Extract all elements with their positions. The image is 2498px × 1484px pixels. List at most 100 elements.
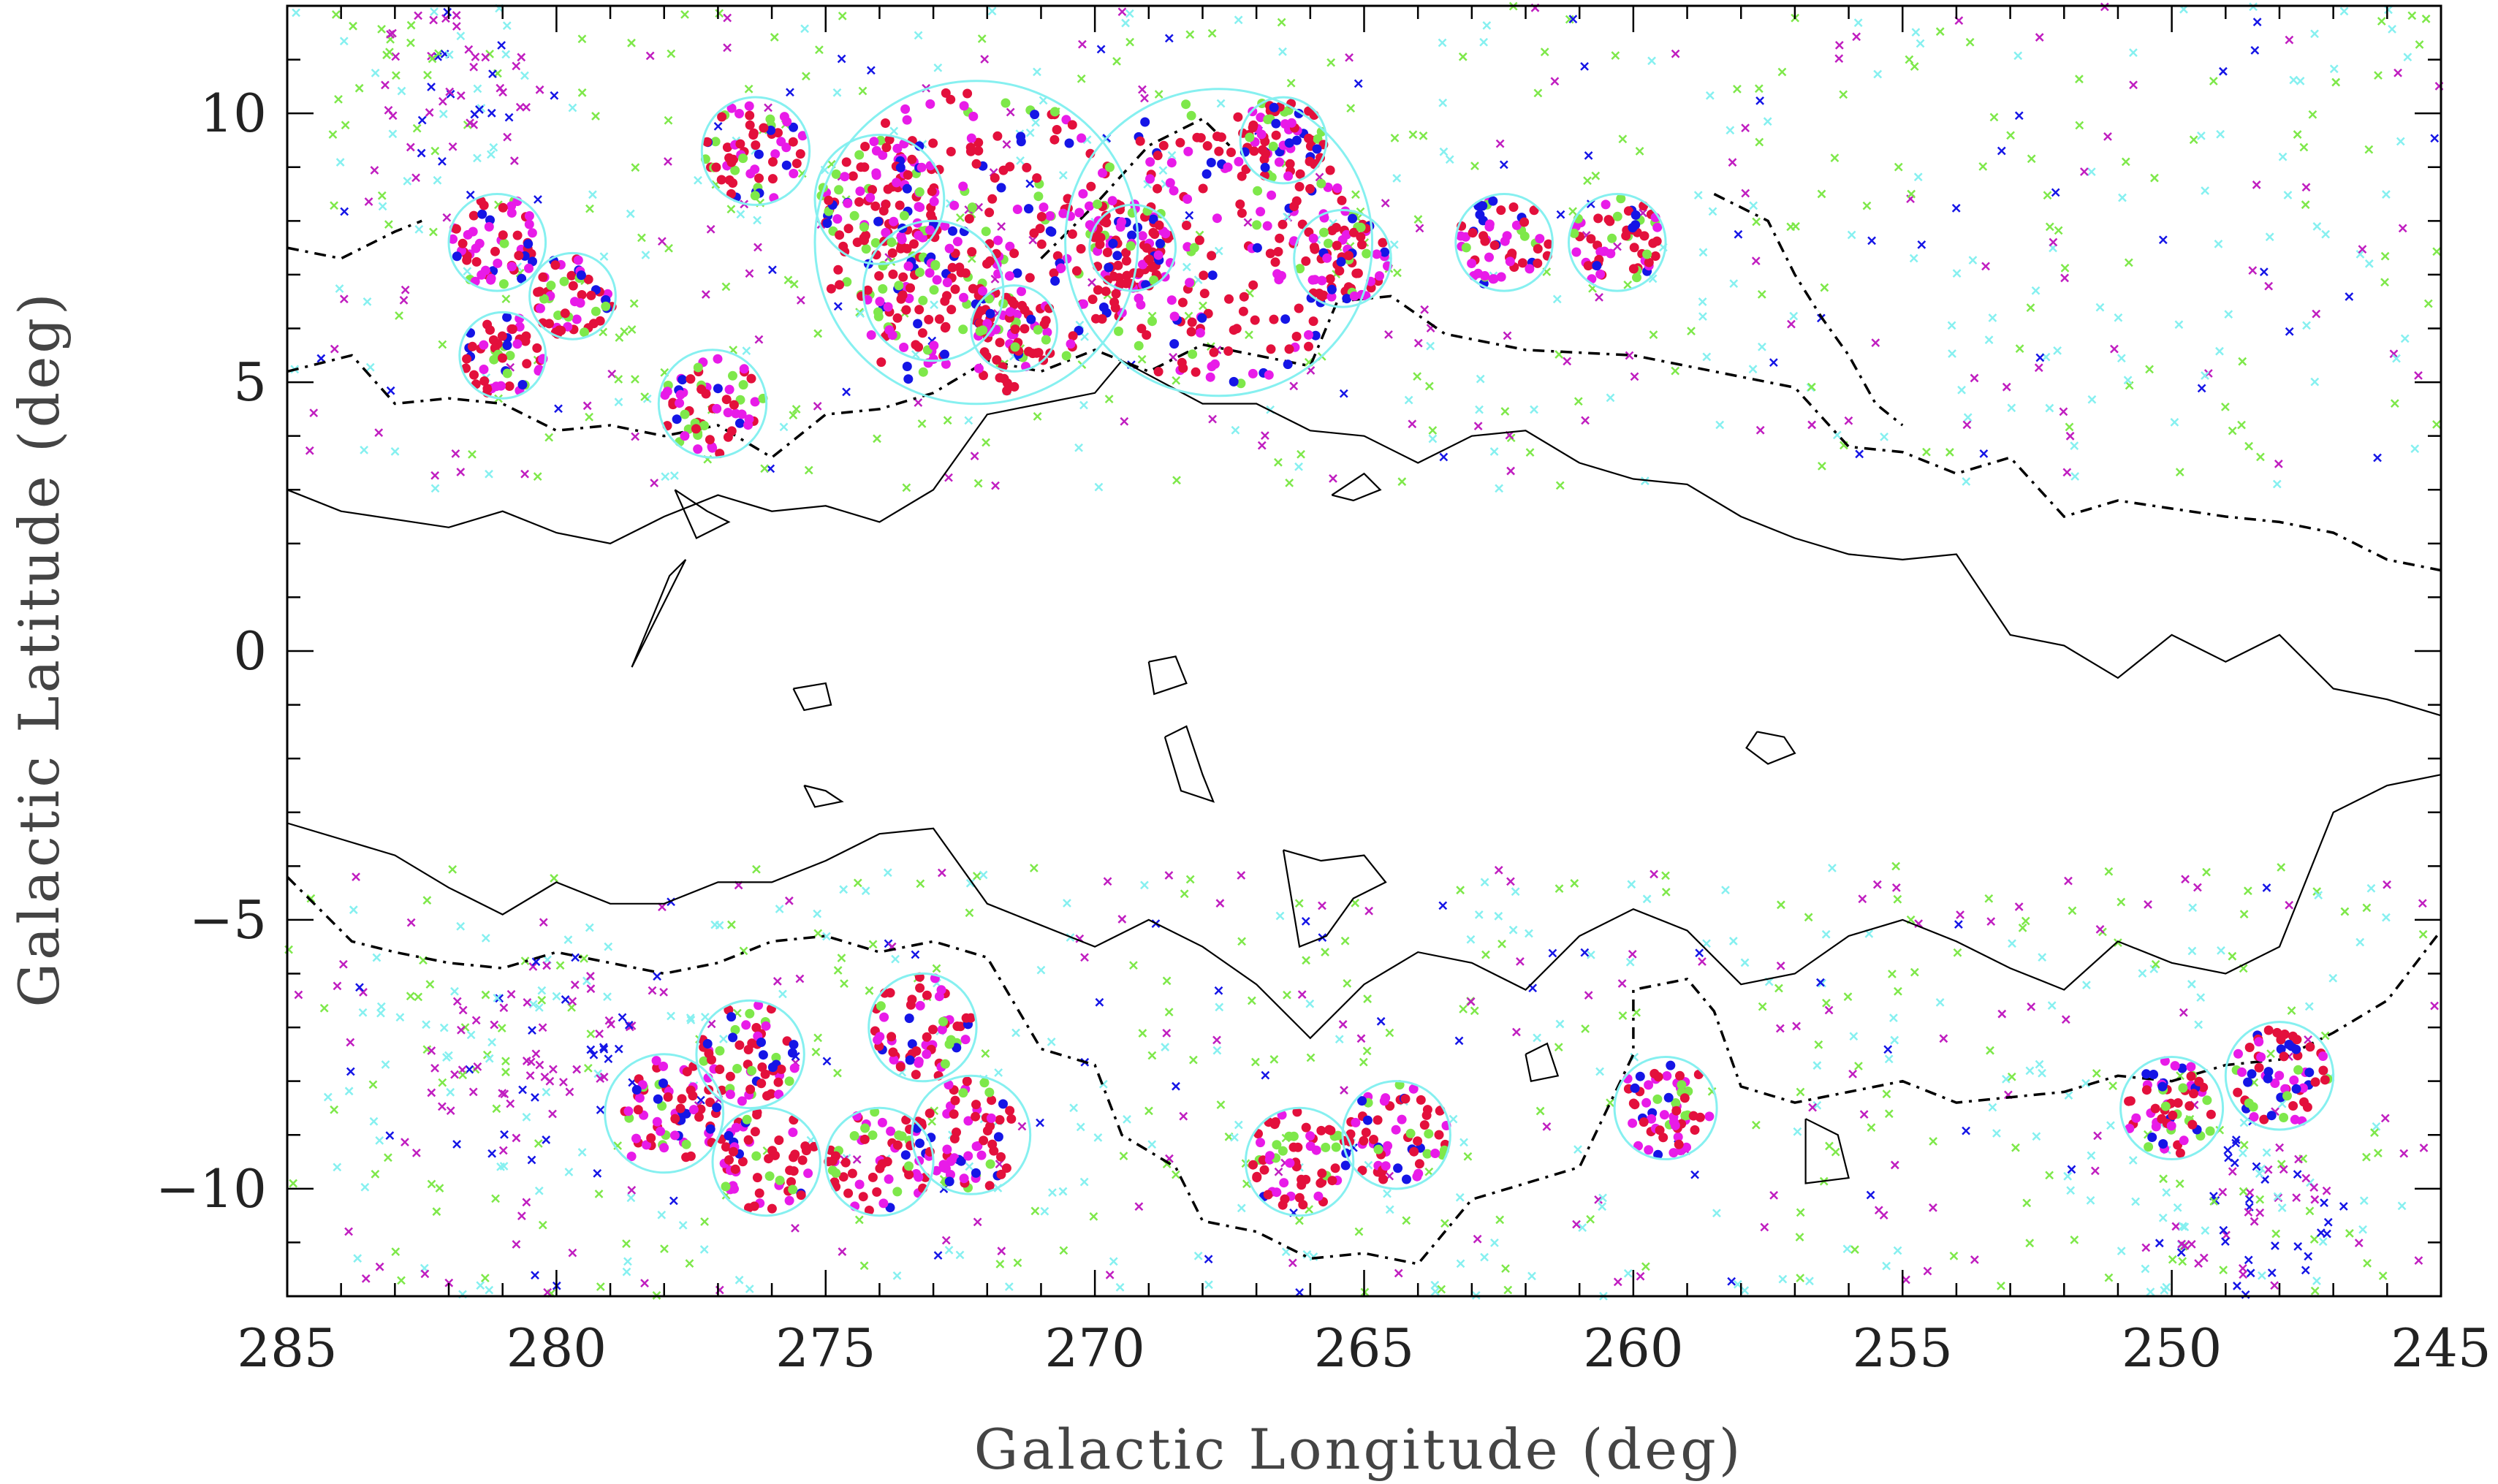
field-cross — [1389, 240, 1399, 249]
field-cross — [1843, 992, 1853, 1001]
field-cross — [450, 1070, 459, 1079]
member-point — [2147, 1133, 2157, 1142]
field-cross — [1630, 372, 1639, 381]
field-cross — [1752, 217, 1761, 227]
member-point — [868, 1130, 878, 1141]
field-cross — [2380, 1114, 2390, 1123]
member-point — [2288, 1101, 2298, 1111]
field-cross — [1613, 1277, 1622, 1287]
member-point — [1209, 347, 1219, 357]
field-cross — [669, 471, 679, 480]
field-cross — [1489, 447, 1499, 456]
field-cross — [778, 989, 787, 999]
member-point — [1592, 261, 1602, 271]
member-point — [1295, 264, 1305, 274]
member-point — [1121, 248, 1131, 258]
member-point — [952, 1021, 963, 1031]
member-point — [2131, 1113, 2141, 1123]
field-cross — [476, 1281, 485, 1290]
field-cross — [2421, 14, 2431, 23]
field-cross — [2389, 349, 2399, 359]
field-cross — [1795, 1233, 1804, 1242]
field-cross — [412, 123, 422, 133]
member-point — [892, 1187, 903, 1197]
field-cross — [2366, 883, 2376, 893]
member-point — [854, 1179, 865, 1190]
member-point — [774, 1135, 784, 1145]
member-point — [675, 398, 685, 408]
field-cross — [2354, 1238, 2364, 1247]
field-cross — [2043, 191, 2052, 200]
field-cross — [744, 84, 753, 94]
member-point — [1305, 1131, 1316, 1141]
member-point — [595, 316, 605, 326]
member-point — [2299, 1097, 2309, 1107]
field-cross — [1635, 147, 1644, 156]
member-point — [471, 243, 481, 254]
field-cross — [1533, 88, 1543, 98]
member-point — [2254, 1062, 2264, 1073]
member-point — [1166, 295, 1177, 305]
member-point — [724, 1155, 734, 1165]
member-point — [1138, 259, 1147, 270]
field-cross — [1356, 1034, 1366, 1043]
field-cross — [2176, 1248, 2186, 1257]
field-cross — [1636, 1271, 1645, 1281]
member-point — [1071, 266, 1082, 276]
member-point — [1336, 256, 1346, 267]
member-point — [737, 1157, 748, 1167]
field-cross — [430, 7, 439, 16]
member-point — [849, 1131, 859, 1141]
field-cross — [2038, 953, 2047, 962]
member-point — [878, 284, 888, 294]
field-cross — [965, 1162, 974, 1171]
member-point — [725, 1089, 735, 1100]
field-cross — [1215, 1002, 1224, 1012]
member-point — [1607, 233, 1617, 243]
field-cross — [368, 1080, 378, 1089]
field-cross — [1016, 156, 1025, 165]
field-cross — [1687, 327, 1696, 336]
field-cross — [2323, 1229, 2331, 1238]
field-cross — [1555, 1019, 1565, 1029]
field-cross — [1618, 134, 1628, 144]
member-point — [2205, 1126, 2215, 1136]
member-point — [2158, 1139, 2168, 1149]
member-point — [1383, 1141, 1393, 1151]
member-point — [1201, 169, 1212, 179]
cluster-circle — [2119, 1056, 2225, 1160]
field-cross — [1463, 1152, 1473, 1161]
field-cross — [1542, 1122, 1552, 1131]
field-cross — [627, 38, 636, 47]
field-cross — [678, 1220, 688, 1230]
member-point — [681, 1139, 691, 1149]
member-point — [871, 170, 881, 180]
member-point — [506, 208, 517, 218]
field-cross — [664, 243, 673, 253]
member-point — [1325, 274, 1335, 284]
field-cross — [1867, 236, 1876, 246]
member-point — [723, 408, 733, 418]
member-point — [534, 286, 544, 297]
field-cross — [979, 870, 988, 880]
field-cross — [1890, 1035, 1899, 1045]
field-cross — [2396, 137, 2405, 146]
field-cross — [2407, 11, 2417, 20]
field-cross — [1821, 929, 1831, 939]
member-point — [2189, 1089, 2198, 1099]
field-cross — [1503, 331, 1512, 340]
field-cross — [2245, 1188, 2255, 1197]
member-point — [1362, 248, 1372, 259]
field-cross — [1402, 1216, 1411, 1225]
member-point — [1357, 1096, 1367, 1106]
member-point — [767, 1062, 778, 1073]
field-cross — [1354, 79, 1363, 88]
field-cross — [1058, 1187, 1068, 1196]
member-point — [1248, 280, 1259, 290]
field-cross — [1951, 203, 1961, 213]
field-cross — [1548, 948, 1557, 958]
field-cross — [1804, 913, 1813, 922]
field-cross — [1957, 385, 1966, 395]
field-cross — [1512, 1027, 1521, 1037]
member-point — [1182, 221, 1191, 230]
